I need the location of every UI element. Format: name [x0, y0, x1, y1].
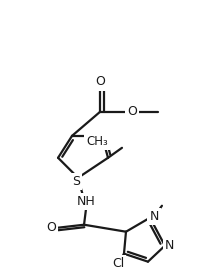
- Text: O: O: [127, 105, 137, 118]
- Text: Cl: Cl: [112, 257, 124, 270]
- Text: S: S: [72, 175, 80, 188]
- Text: NH: NH: [77, 195, 95, 208]
- Text: O: O: [46, 221, 56, 234]
- Text: O: O: [95, 75, 105, 88]
- Text: N: N: [165, 239, 175, 252]
- Text: N: N: [149, 210, 159, 223]
- Text: CH₃: CH₃: [86, 135, 108, 148]
